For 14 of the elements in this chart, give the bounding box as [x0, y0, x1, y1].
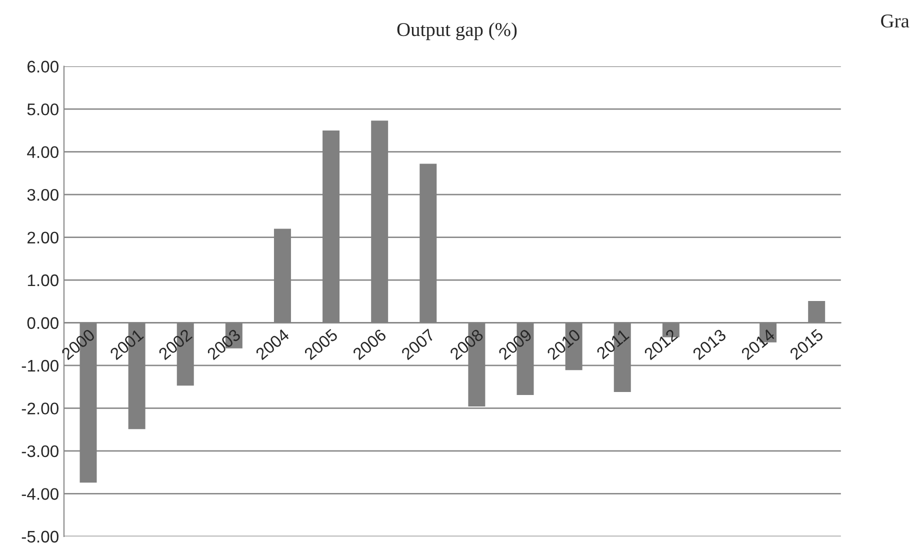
- y-tick-label: -3.00: [22, 445, 58, 458]
- y-tick-label: 3.00: [27, 188, 58, 201]
- y-tick-label: 2.00: [28, 232, 58, 244]
- text: Gra: [881, 14, 910, 28]
- y-tick-label: -4.00: [22, 488, 58, 500]
- y-tick-label: -1.00: [22, 360, 58, 372]
- chart-title: Output gap (%): [397, 22, 517, 40]
- y-tick-label: 0.00: [27, 317, 58, 329]
- y-tick-label: -5.00: [22, 530, 58, 543]
- y-tick-label: 5.00: [27, 103, 58, 116]
- y-tick-label: 4.00: [27, 146, 58, 158]
- y-tick-label: -2.00: [22, 402, 58, 414]
- y-tick-label: 1.00: [28, 274, 58, 286]
- y-tick-label: 6.00: [28, 60, 58, 73]
